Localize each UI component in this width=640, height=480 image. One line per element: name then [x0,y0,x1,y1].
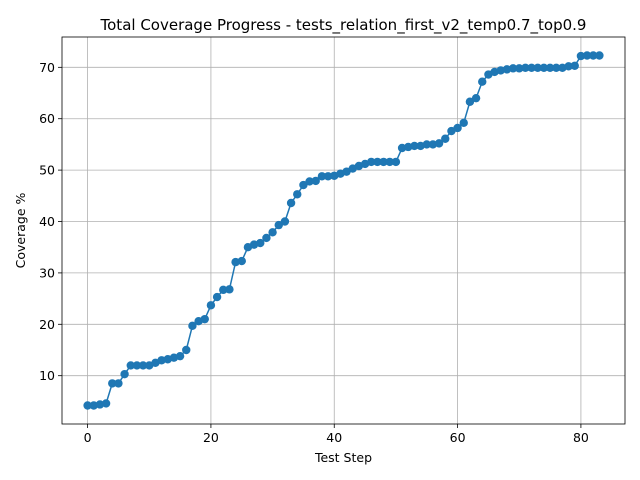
data-point [478,77,487,86]
data-point [422,140,431,149]
data-point [595,51,604,60]
data-point [545,63,555,73]
data-point [317,172,327,181]
data-point [323,172,333,181]
chart-title: Total Coverage Progress - tests_relation… [100,16,587,35]
x-tick-label: 40 [326,430,342,445]
data-point [95,400,105,409]
data-point [132,361,142,370]
data-point [108,379,117,388]
data-point [206,301,216,310]
data-point [564,62,573,71]
data-point [299,180,308,190]
axis-ticks: 0 20 40 60 80 10 20 30 40 50 60 70 [39,60,589,445]
data-point [441,134,450,143]
data-point [533,63,542,73]
data-point [256,238,265,248]
x-axis-label: Test Step [314,450,372,465]
y-tick-label: 50 [39,163,55,178]
x-tick-label: 80 [573,430,589,445]
data-point [453,123,462,133]
data-point [83,401,92,410]
data-point [428,140,438,149]
data-point [502,65,512,74]
data-point [225,285,234,294]
y-tick-label: 20 [39,317,55,332]
data-point [589,51,598,60]
data-point [404,142,413,152]
y-tick-label: 30 [39,265,55,280]
data-point [293,190,302,199]
data-point [274,220,283,230]
x-tick-label: 60 [450,430,466,445]
data-point [576,51,586,61]
y-axis-label: Coverage % [13,193,28,269]
data-point [410,141,419,151]
data-point [373,157,382,167]
data-point [305,177,314,186]
data-point [101,399,111,408]
data-point [219,285,228,295]
data-point [268,228,277,237]
data-point [582,51,592,60]
data-point [434,139,444,148]
data-point [367,157,376,167]
data-point [527,63,536,73]
data-point [508,64,518,73]
data-point [120,369,129,379]
data-point [212,292,222,302]
data-point [157,356,166,365]
data-point [237,256,246,266]
data-point [262,233,271,243]
y-tick-label: 70 [39,60,55,75]
data-point [515,64,524,73]
data-point [89,401,98,410]
x-tick-label: 0 [84,430,92,445]
grid-lines [62,37,625,424]
data-point [379,157,388,167]
plot-frame [61,36,626,425]
data-point [552,63,561,73]
data-point [570,61,579,70]
data-point [397,143,407,153]
data-point [126,361,135,370]
data-point [231,257,240,267]
data-point [496,66,505,75]
data-point [465,97,475,106]
data-point [138,361,148,370]
data-point [188,321,197,331]
series-line [87,54,600,407]
y-tick-label: 40 [39,214,55,229]
data-point [175,351,185,361]
x-tick-label: 20 [203,430,219,445]
data-point [521,63,530,73]
data-point [280,217,290,226]
data-point [200,314,209,324]
series-coverage [83,51,604,410]
data-point [286,198,296,208]
y-tick-label: 10 [39,368,55,383]
data-point [471,93,481,103]
data-point [539,63,549,73]
data-point [114,379,123,388]
data-point [182,345,191,355]
data-point [391,157,401,167]
data-point [459,118,468,128]
y-tick-label: 60 [39,111,55,126]
data-point [385,157,394,167]
data-point [311,176,320,186]
